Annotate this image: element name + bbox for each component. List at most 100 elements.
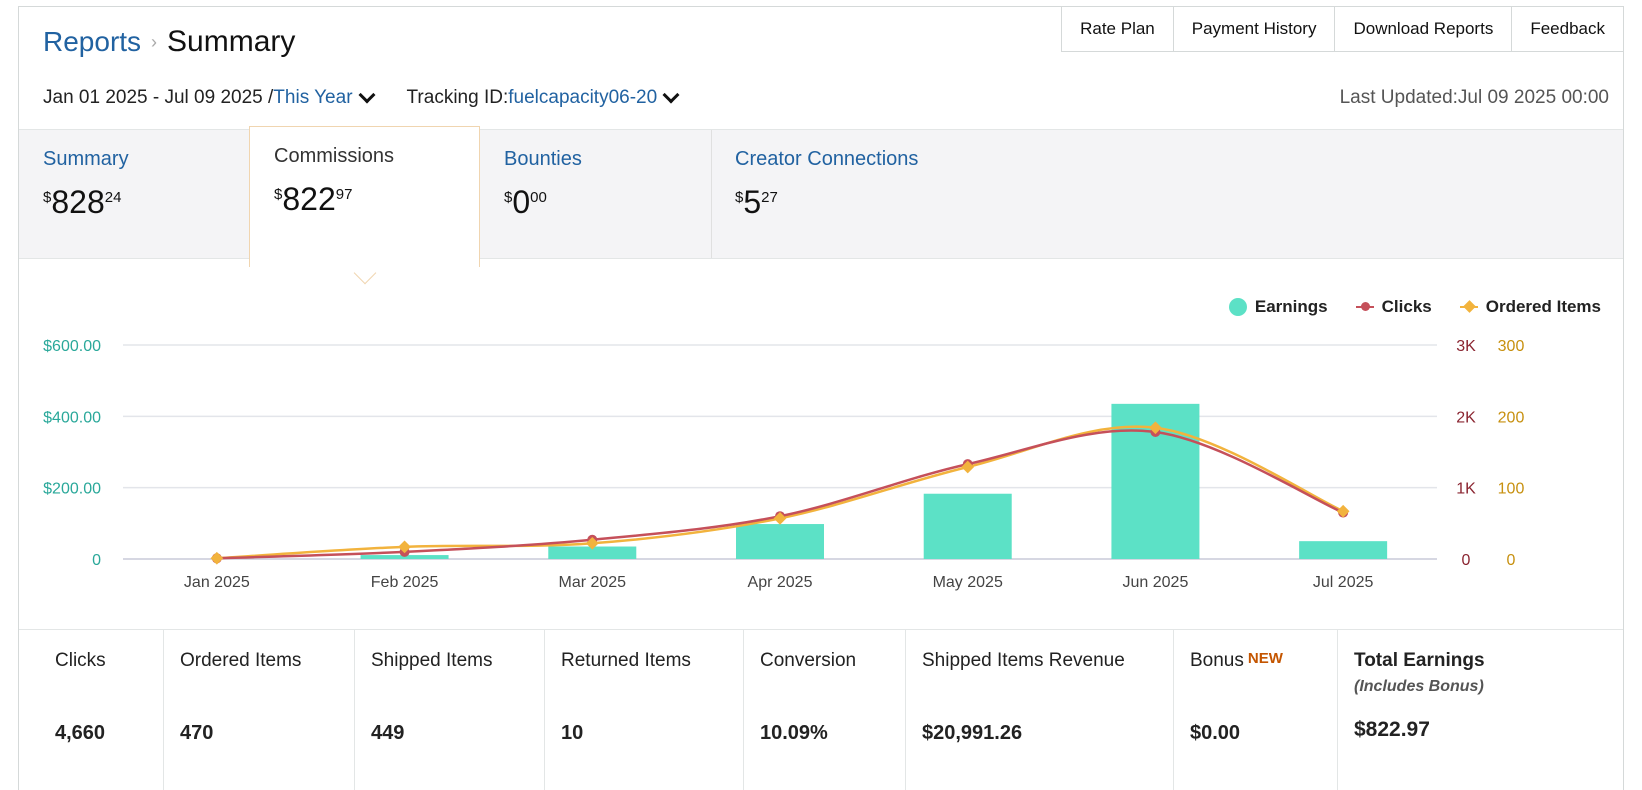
legend-earnings[interactable]: Earnings [1228,297,1328,317]
stat-value: $0.00 [1190,722,1241,744]
currency-symbol: $ [274,186,283,203]
filter-bar: Jan 01 2025 - Jul 09 2025 / This Year Tr… [43,86,687,109]
tracking-id-dropdown[interactable]: fuelcapacity06-20 [508,87,658,108]
stat-returned-items: Returned Items 10 [544,630,743,790]
bonus-label: Bonus [1190,650,1244,671]
amount-cents: 97 [335,186,353,203]
right-axis-ordered-tick: 200 [1498,409,1525,426]
stat-clicks: Clicks 4,660 [19,630,163,790]
x-axis-tick: Jan 2025 [184,574,250,591]
legend-label: Earnings [1254,297,1328,316]
right-axis-clicks-tick: 3K [1456,338,1476,355]
earnings-bar [923,493,1012,559]
date-preset-dropdown[interactable]: This Year [273,87,353,108]
stat-value: 10.09% [760,722,828,744]
ordered-items-swatch-icon [1459,300,1478,313]
breadcrumb-reports-link[interactable]: Reports [43,26,142,57]
amount-cents: 00 [530,189,547,206]
stat-label: Ordered Items [180,650,302,671]
currency-symbol: $ [735,189,744,206]
tile-commissions[interactable]: Commissions $ 822 97 [249,126,480,267]
chevron-down-icon[interactable] [358,86,376,104]
tracking-id-label: Tracking ID: [406,87,509,108]
ordered-items-point [1336,504,1350,518]
legend-clicks[interactable]: Clicks [1355,297,1432,317]
download-reports-button[interactable]: Download Reports [1335,6,1513,52]
amount-whole: 0 [512,184,531,220]
amount-whole: 822 [282,181,336,217]
left-axis-tick: $400.00 [43,409,101,426]
stat-conversion: Conversion 10.09% [743,630,905,790]
payment-history-button[interactable]: Payment History [1173,6,1336,52]
left-axis-tick: $200.00 [43,481,101,498]
right-axis-clicks-tick: 1K [1456,481,1476,498]
total-earnings-subtitle: (Includes Bonus) [1354,678,1484,695]
earnings-swatch-icon [1228,298,1247,316]
breadcrumb: Reports › Summary [43,25,295,59]
stat-label: Clicks [55,650,106,671]
amount-cents: 24 [104,189,122,206]
stat-bonus: Bonus NEW $0.00 [1173,630,1337,790]
stat-label: Bonus NEW [1190,650,1337,672]
stat-value: $20,991.26 [922,722,1023,744]
earnings-bar [360,555,449,559]
earnings-tiles: Summary $ 828 24 Commissions $ 822 97 Bo… [19,126,1623,267]
ordered-items-point [398,540,411,554]
x-axis-tick: Mar 2025 [558,574,626,591]
tile-title: Summary [43,148,129,170]
stat-label: Shipped Items Revenue [922,650,1125,671]
top-nav: Rate Plan Payment History Download Repor… [1061,6,1624,52]
currency-symbol: $ [504,189,513,206]
currency-symbol: $ [43,189,52,206]
tile-title: Creator Connections [735,148,919,170]
tile-amount: $ 828 24 [43,185,249,219]
right-axis-clicks-tick: 0 [1462,552,1471,569]
x-axis-tick: Feb 2025 [371,574,439,591]
earnings-bar [1299,541,1388,559]
tile-summary[interactable]: Summary $ 828 24 [19,130,249,258]
stat-label: Conversion [760,650,857,671]
chart-legend: Earnings Clicks Ordered Items [1228,297,1601,317]
x-axis-tick: Jul 2025 [1313,574,1374,591]
reports-panel: Reports › Summary Rate Plan Payment Hist… [18,6,1624,790]
stat-value: 4,660 [55,722,106,744]
tile-bounties[interactable]: Bounties $ 0 00 [480,130,711,258]
right-axis-ordered-tick: 0 [1507,552,1516,569]
stat-value: 10 [561,722,584,744]
chevron-down-icon[interactable] [662,86,680,104]
stat-shipped-items-revenue: Shipped Items Revenue $20,991.26 [905,630,1173,790]
legend-label: Ordered Items [1485,297,1601,316]
x-axis-tick: Jun 2025 [1123,574,1189,591]
stat-label: Returned Items [561,650,691,671]
stat-value: 470 [180,722,214,744]
rate-plan-button[interactable]: Rate Plan [1061,6,1174,52]
tile-divider [711,130,712,258]
right-axis-ordered-tick: 100 [1498,481,1525,498]
new-badge: NEW [1247,650,1283,667]
earnings-chart: $600.00 3K 300 $400.00 2K 200 $200.00 1K 100 0 0 0 J… [43,338,1525,591]
ordered-items-point [210,551,224,565]
last-updated-text: Last Updated:Jul 09 2025 00:00 [1339,87,1609,108]
left-axis-tick: $600.00 [43,338,101,355]
legend-label: Clicks [1381,297,1432,316]
total-earnings-value: $822.97 [1354,718,1430,741]
page-title: Summary [167,25,296,58]
breadcrumb-separator-icon: › [151,31,158,52]
feedback-button[interactable]: Feedback [1512,6,1624,52]
left-axis-tick: 0 [92,552,101,569]
date-range-text: Jan 01 2025 - Jul 09 2025 / [43,87,274,108]
tile-title: Commissions [274,145,395,167]
x-axis-tick: Apr 2025 [748,574,813,591]
legend-ordered-items[interactable]: Ordered Items [1459,297,1601,317]
tile-creator-connections[interactable]: Creator Connections $ 5 27 [711,130,1011,258]
stats-bar: Clicks 4,660 Ordered Items 470 Shipped I… [19,629,1623,790]
total-earnings-label: Total Earnings [1354,650,1485,671]
right-axis-clicks-tick: 2K [1456,409,1476,426]
earnings-bar [548,546,637,559]
tile-amount: $ 0 00 [504,185,711,219]
x-axis-tick: May 2025 [933,574,1003,591]
stat-total-earnings: Total Earnings (Includes Bonus) $822.97 [1337,630,1623,790]
amount-whole: 5 [743,184,762,220]
earnings-bar [736,524,824,559]
stat-ordered-items: Ordered Items 470 [163,630,354,790]
